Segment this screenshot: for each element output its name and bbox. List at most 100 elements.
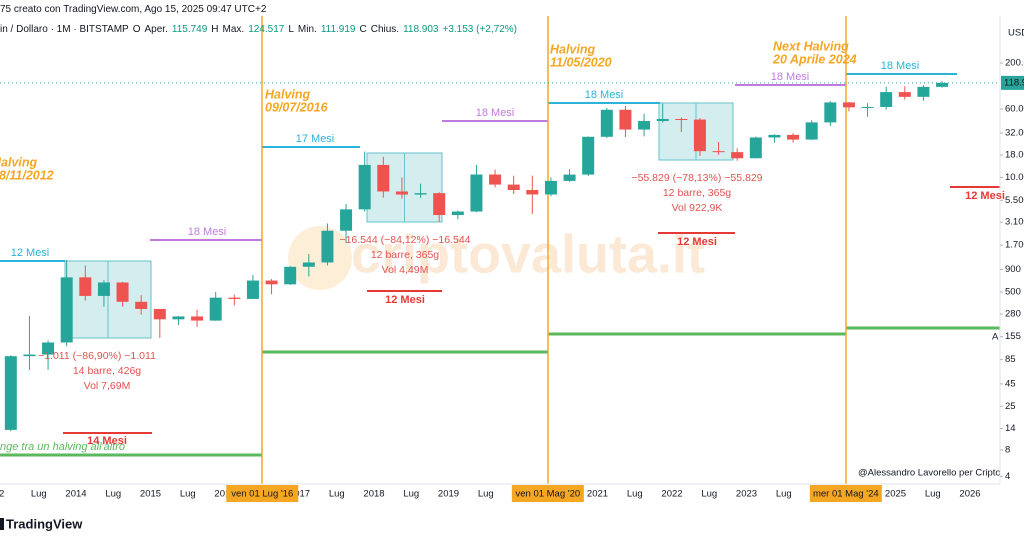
candle-body bbox=[451, 211, 464, 216]
ohlc-value: 124.517 bbox=[248, 24, 285, 35]
candle-body bbox=[284, 266, 297, 285]
candle-body bbox=[507, 184, 520, 191]
y-tick-label: 3.100 bbox=[1005, 217, 1024, 228]
x-tick-label: 2019 bbox=[438, 489, 459, 500]
y-tick-label: 1.700 bbox=[1005, 240, 1024, 251]
date-badge bbox=[511, 485, 584, 502]
halving-date: 20 Aprile 2024 bbox=[772, 52, 857, 66]
date-badge bbox=[226, 485, 299, 502]
y-tick-label: 45 bbox=[1005, 378, 1016, 389]
ohlc-label: Chius. bbox=[370, 24, 400, 35]
candle-body bbox=[321, 230, 334, 263]
candle-body bbox=[675, 118, 688, 120]
candle-body bbox=[880, 92, 893, 107]
brand: TradingView bbox=[6, 516, 83, 531]
period-label: 18 Mesi bbox=[881, 60, 920, 72]
period-label: 12 Mesi bbox=[965, 190, 1005, 202]
ohlc-label: Max. bbox=[222, 24, 245, 35]
x-tick-label: Lug bbox=[925, 489, 941, 500]
ohlc-key: L bbox=[288, 24, 294, 35]
x-tick-label: nov '12 bbox=[0, 489, 4, 500]
date-badge-label: mer 01 Mag '24 bbox=[813, 489, 879, 500]
y-tick-label: 155 bbox=[1005, 331, 1021, 342]
period-label: 17 Mesi bbox=[296, 133, 335, 145]
y-tick-label: 900 bbox=[1005, 264, 1021, 275]
ohlc-label: Aper. bbox=[144, 24, 168, 35]
x-tick-label: Lug bbox=[31, 489, 47, 500]
brand-icon bbox=[0, 518, 4, 530]
halving-title: Halving bbox=[265, 87, 311, 101]
y-tick-label: 25 bbox=[1005, 401, 1016, 412]
candle-body bbox=[787, 134, 800, 140]
candle-body bbox=[563, 174, 576, 181]
candle-body bbox=[600, 109, 613, 137]
candle-body bbox=[936, 82, 949, 87]
candle-body bbox=[768, 134, 781, 138]
change: +3.153 (+2,72%) bbox=[442, 24, 517, 35]
x-tick-label: Lug bbox=[478, 489, 494, 500]
candle-body bbox=[638, 121, 651, 130]
candle-body bbox=[377, 164, 390, 192]
y-tick-label: 280 bbox=[1005, 309, 1021, 320]
candle-body bbox=[191, 316, 204, 321]
candle-body bbox=[805, 122, 818, 140]
candle-body bbox=[861, 106, 874, 108]
candle-body bbox=[731, 152, 744, 159]
candle-body bbox=[470, 174, 483, 212]
measure-change: −1.011 (−86,90%) −1.011 bbox=[38, 350, 156, 362]
y-tick-label: 5.500 bbox=[1005, 195, 1024, 206]
halving-title: Halving bbox=[0, 155, 38, 169]
candle-body bbox=[749, 137, 762, 159]
y-tick-label: 85 bbox=[1005, 354, 1016, 365]
halving-date: 11/05/2020 bbox=[550, 55, 612, 69]
measure-volume: Vol 7,69M bbox=[84, 380, 131, 392]
x-tick-label: Lug bbox=[105, 489, 121, 500]
x-tick-label: Lug bbox=[627, 489, 643, 500]
y-tick-label: 18.000 bbox=[1005, 150, 1024, 161]
credit: @Alessandro Lavorello per Cripto bbox=[858, 468, 1001, 479]
candle-body bbox=[433, 193, 446, 216]
candle-body bbox=[302, 262, 315, 267]
y-tick-label: 10.000 bbox=[1005, 172, 1024, 183]
candle-body bbox=[97, 282, 110, 296]
y-tick-label: 14 bbox=[1005, 423, 1016, 434]
candle-body bbox=[246, 280, 259, 299]
date-badge bbox=[809, 485, 882, 502]
candle-body bbox=[153, 308, 166, 320]
symbol-legend: in / Dollaro · 1M · BITSTAMP O Aper. 115.74… bbox=[0, 24, 521, 35]
measure-bars: 14 barre, 426g bbox=[73, 365, 141, 377]
x-tick-label: Lug bbox=[180, 489, 196, 500]
candle-body bbox=[842, 102, 855, 108]
watermark-logo bbox=[288, 226, 352, 290]
period-label: 12 Mesi bbox=[385, 294, 425, 306]
y-tick-label: 500 bbox=[1005, 286, 1021, 297]
last-price-label: 118.903 bbox=[1004, 77, 1024, 88]
x-tick-label: Lug bbox=[701, 489, 717, 500]
currency: USD bbox=[1008, 28, 1024, 39]
candle-body bbox=[824, 102, 837, 123]
candle-body bbox=[340, 209, 353, 231]
ohlc-key: O bbox=[132, 24, 141, 35]
candle-body bbox=[209, 297, 222, 321]
x-tick-label: 2023 bbox=[736, 489, 757, 500]
caption: 75 creato con TradingView.com, Ago 15, 2… bbox=[0, 4, 267, 15]
x-tick-label: 2016 bbox=[214, 489, 235, 500]
y-tick-label: 60.000 bbox=[1005, 104, 1024, 115]
ohlc-label: Min. bbox=[297, 24, 317, 35]
candle-body bbox=[712, 151, 725, 153]
candle-body bbox=[414, 193, 427, 195]
candle-body bbox=[656, 118, 669, 122]
halving-date: 28/11/2012 bbox=[0, 168, 54, 182]
period-label: 18 Mesi bbox=[188, 226, 227, 238]
period-label: 18 Mesi bbox=[585, 89, 624, 101]
candle-body bbox=[544, 180, 557, 195]
measure-volume: Vol 4,49M bbox=[382, 264, 429, 276]
halving-title: Halving bbox=[550, 42, 596, 56]
candle-body bbox=[23, 354, 36, 357]
x-tick-label: 2026 bbox=[959, 489, 980, 500]
candle-body bbox=[526, 190, 539, 195]
ohlc-value: 115.749 bbox=[171, 24, 208, 35]
y-tick-label: 32.000 bbox=[1005, 128, 1024, 139]
candle-body bbox=[79, 277, 92, 296]
